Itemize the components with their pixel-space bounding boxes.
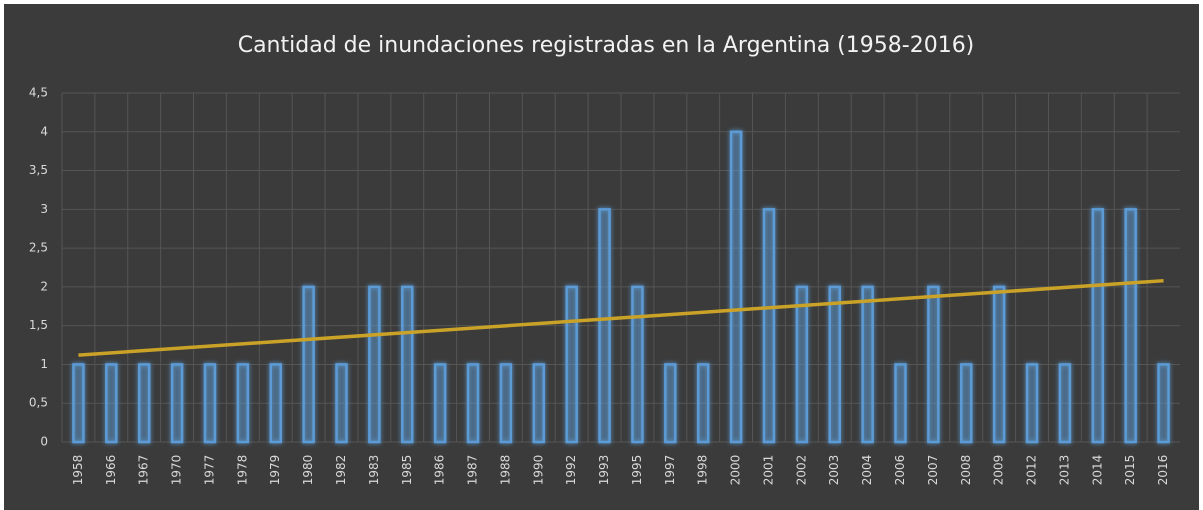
bar	[137, 363, 151, 444]
x-tick-label: 2001	[761, 455, 775, 486]
bar	[762, 208, 776, 444]
y-tick-label: 2	[40, 279, 48, 293]
bar	[1157, 363, 1170, 444]
bar	[631, 285, 644, 444]
y-tick-label: 2,5	[29, 241, 48, 255]
chart-title: Cantidad de inundaciones registradas en …	[238, 33, 975, 58]
bar	[795, 285, 809, 444]
x-tick-label: 2009	[992, 455, 1006, 486]
x-tick-label: 2002	[794, 455, 808, 486]
x-tick-label: 1980	[301, 455, 315, 486]
bar	[532, 363, 546, 444]
bar	[960, 363, 973, 444]
x-tick-label: 1990	[531, 455, 545, 486]
x-tick-label: 1982	[334, 455, 348, 486]
x-tick-label: 2008	[959, 455, 973, 486]
bar	[401, 285, 414, 444]
bar	[1058, 363, 1072, 444]
x-tick-label: 1966	[104, 455, 118, 486]
bar	[1124, 208, 1137, 444]
bar	[236, 363, 250, 444]
x-tick-label: 2014	[1090, 455, 1104, 486]
bar	[927, 285, 940, 444]
bar	[105, 363, 118, 444]
x-tick-label: 1978	[235, 455, 249, 486]
x-tick-label: 1993	[597, 455, 611, 486]
x-tick-label: 1970	[170, 455, 184, 486]
bar	[598, 208, 611, 444]
bar	[203, 363, 217, 444]
x-tick-label: 2007	[926, 455, 940, 486]
bar	[170, 363, 184, 444]
bar	[302, 285, 315, 444]
y-tick-label: 0,5	[29, 396, 48, 410]
x-tick-label: 1967	[137, 455, 151, 486]
x-tick-label: 2015	[1123, 455, 1137, 486]
bar	[664, 363, 677, 444]
bar	[72, 363, 85, 444]
x-tick-label: 1983	[367, 455, 381, 486]
x-tick-label: 1987	[466, 455, 480, 486]
x-tick-label: 2016	[1156, 455, 1170, 486]
x-tick-label: 1985	[400, 455, 414, 486]
x-tick-label: 1958	[71, 455, 85, 486]
x-tick-label: 1998	[696, 455, 710, 486]
x-tick-label: 1988	[498, 455, 512, 486]
y-tick-label: 4,5	[29, 86, 48, 100]
y-tick-label: 4	[40, 124, 48, 138]
y-tick-label: 1,5	[29, 318, 48, 332]
x-tick-label: 2000	[729, 455, 743, 486]
bar	[269, 363, 282, 444]
x-tick-label: 2004	[860, 455, 874, 486]
bar	[894, 363, 907, 444]
bar	[368, 285, 381, 444]
bar	[696, 363, 710, 444]
x-tick-label: 1995	[630, 455, 644, 486]
x-tick-label: 1997	[663, 455, 677, 486]
x-tick-label: 1979	[268, 455, 282, 486]
x-tick-label: 1986	[433, 455, 447, 486]
bar	[433, 363, 447, 444]
x-tick-label: 2006	[893, 455, 907, 486]
bar	[861, 285, 874, 444]
y-tick-label: 0	[40, 435, 48, 449]
y-tick-label: 3	[40, 202, 48, 216]
bar	[335, 363, 348, 444]
bar	[1025, 363, 1039, 444]
bar	[992, 285, 1006, 444]
trendline	[78, 278, 1164, 357]
x-tick-label: 1992	[564, 455, 578, 486]
y-tick-label: 1	[40, 357, 48, 371]
bar	[1091, 208, 1105, 444]
bar	[466, 363, 480, 444]
x-tick-label: 2012	[1025, 455, 1039, 486]
x-tick-label: 1977	[202, 455, 216, 486]
bar	[828, 285, 841, 444]
x-tick-label: 2013	[1057, 455, 1071, 486]
bar	[729, 130, 743, 444]
bar	[565, 285, 578, 444]
bar	[499, 363, 513, 444]
y-tick-label: 3,5	[29, 163, 48, 177]
x-tick-label: 2003	[827, 455, 841, 486]
